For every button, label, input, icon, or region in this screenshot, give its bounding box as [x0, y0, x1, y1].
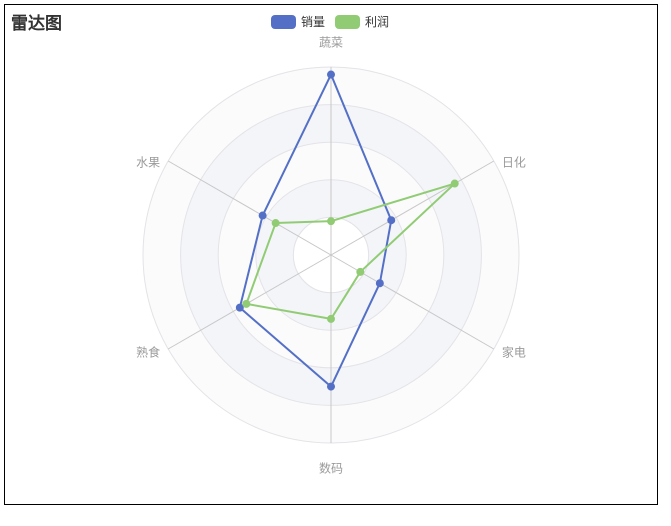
axis-label-5: 水果: [136, 156, 160, 170]
legend-item-series-0[interactable]: 销量: [271, 13, 325, 30]
chart-title: 雷达图: [11, 14, 62, 34]
series-0-point-2: [375, 279, 384, 288]
axis-line-1: [330, 160, 495, 256]
axis-label-1: 日化: [502, 156, 526, 170]
series-1-point-4: [242, 299, 251, 308]
axis-label-0: 蔬菜: [319, 36, 343, 50]
series-0-point-0: [327, 70, 335, 79]
axis-label-4: 熟食: [136, 345, 160, 360]
axis-label-2: 家电: [502, 345, 526, 360]
legend-swatch: [271, 14, 296, 29]
series-0-point-1: [387, 216, 396, 225]
series-0-point-3: [327, 382, 335, 391]
series-1-point-2: [356, 267, 365, 276]
legend: 销量 利润: [271, 13, 389, 30]
series-1-point-0: [327, 217, 335, 226]
series-0-point-5: [258, 211, 267, 220]
series-0-point-4: [235, 303, 244, 312]
axis-label-3: 数码: [319, 461, 343, 476]
axis-line-5: [167, 160, 332, 256]
legend-item-series-1[interactable]: 利润: [335, 13, 389, 30]
series-1-point-1: [450, 179, 459, 188]
legend-swatch: [335, 14, 361, 29]
series-1-point-3: [327, 314, 335, 323]
legend-label: 销量: [301, 15, 326, 29]
legend-label: 利润: [365, 15, 390, 29]
series-1-point-5: [271, 219, 280, 228]
